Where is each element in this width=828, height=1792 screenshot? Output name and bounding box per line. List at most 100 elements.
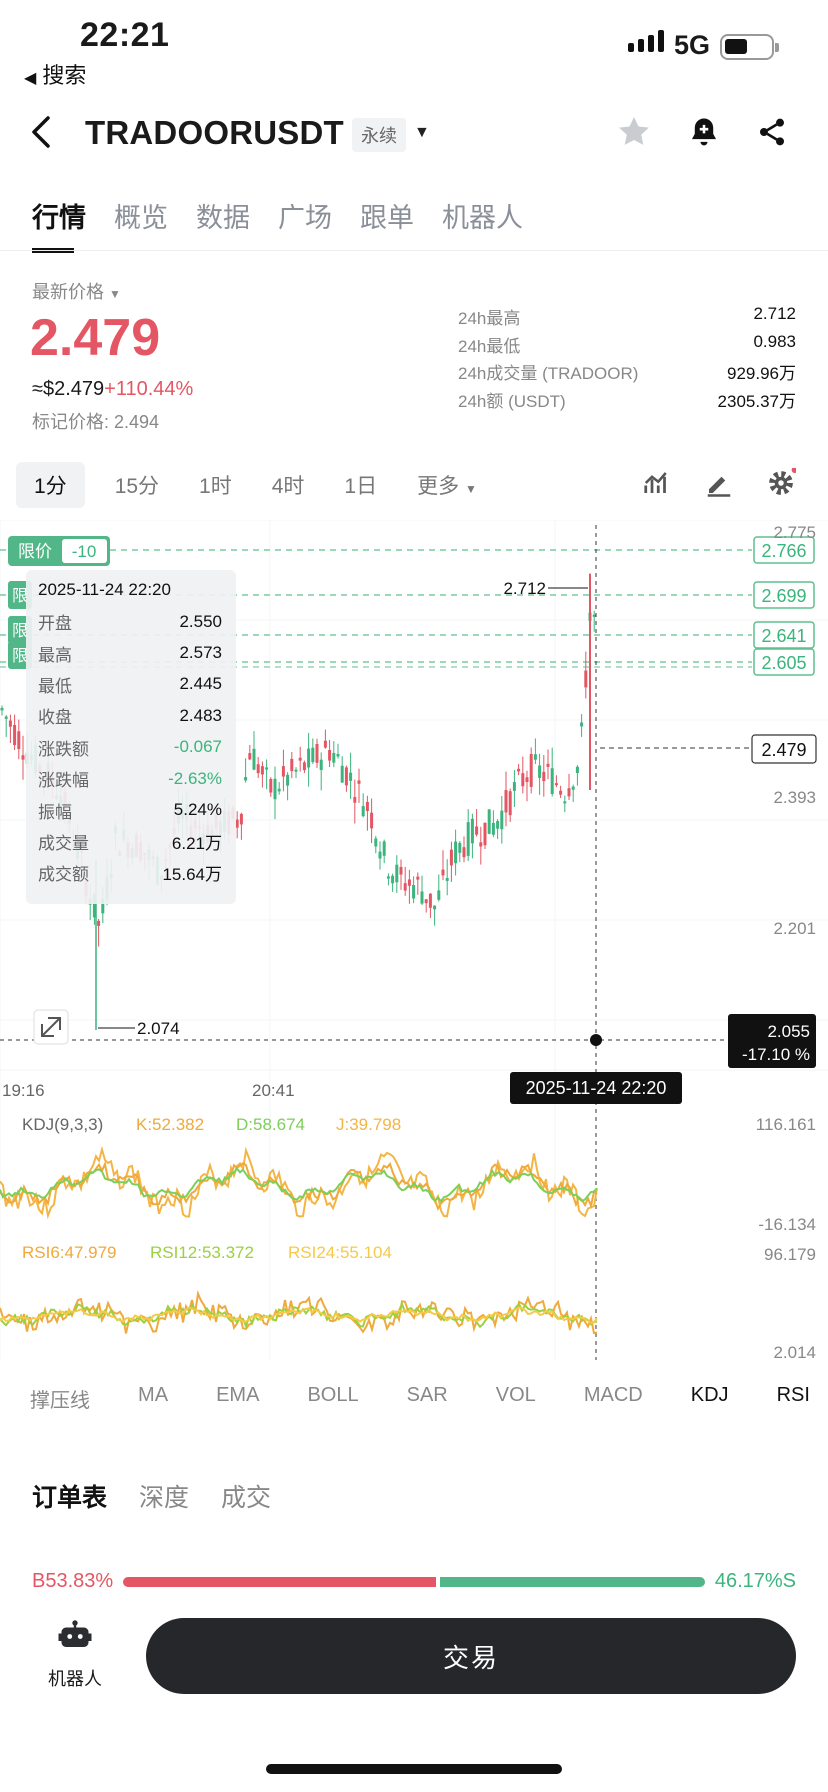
candle-body	[370, 812, 374, 829]
candle-body	[349, 772, 353, 781]
candle-body	[428, 893, 432, 908]
y-axis-label: 2.393	[773, 788, 816, 807]
candle-body	[21, 755, 25, 760]
main-tabs: 行情 概览 数据 广场 跟单 机器人	[32, 196, 523, 253]
tab-trades[interactable]: 成交	[221, 1484, 272, 1512]
current-price-text: 2.479	[761, 740, 806, 760]
candle-body	[307, 748, 311, 768]
indicator-ema[interactable]: EMA	[216, 1384, 260, 1406]
order-price-tag	[753, 581, 815, 609]
candle-body	[286, 774, 290, 786]
candle-body	[97, 920, 101, 926]
timeframe-15m[interactable]: 15分	[114, 475, 160, 498]
candle-body	[525, 777, 529, 783]
last-price-label[interactable]: 最新价格 ▼	[32, 282, 121, 302]
candle-body	[344, 767, 348, 786]
symbol-dropdown-icon[interactable]: ▼	[414, 124, 430, 141]
timeframe-1h[interactable]: 1时	[199, 475, 232, 498]
rsi-max: 96.179	[764, 1245, 816, 1264]
tab-copy-trade[interactable]: 跟单	[360, 203, 414, 233]
candle-body	[374, 838, 378, 847]
indicator-macd[interactable]: MACD	[583, 1384, 643, 1406]
candle-body	[542, 771, 546, 782]
star-icon[interactable]	[614, 112, 654, 152]
candle-body	[575, 766, 579, 774]
price-alert-bell-icon[interactable]	[684, 112, 724, 152]
info-row: 涨跌额 -0.067	[38, 732, 222, 763]
order-price-tag	[753, 648, 815, 676]
candle-body	[357, 780, 361, 784]
indicator-kdj[interactable]: KDJ	[690, 1384, 729, 1406]
symbol-title[interactable]: TRADOORUSDT	[85, 114, 344, 151]
rsi6-label: RSI6:47.979	[22, 1243, 117, 1262]
info-key: 开盘	[38, 614, 72, 634]
robot-button[interactable]: 机器人	[40, 1618, 110, 1691]
chart-settings-gear-icon[interactable]	[766, 466, 798, 498]
kdj-min: -16.134	[758, 1215, 816, 1234]
indicator-boll[interactable]: BOLL	[307, 1384, 359, 1406]
indicator-rsi[interactable]: RSI	[776, 1384, 810, 1406]
robot-label: 机器人	[48, 1669, 102, 1689]
candle-body	[328, 749, 332, 761]
ohlc-info-box: 2025-11-24 22:20 开盘 2.550 最高 2.573 最低 2.445 收盘…	[26, 570, 236, 904]
stat-low-row: 24h最低 0.983	[458, 332, 796, 360]
candle-body	[248, 753, 252, 760]
candle-body	[269, 778, 273, 793]
indicator-support-resistance[interactable]: 撑压线	[30, 1390, 90, 1412]
share-icon[interactable]	[752, 112, 792, 152]
candle-body	[462, 847, 466, 858]
candle-body	[500, 810, 504, 830]
timeframe-1d[interactable]: 1日	[344, 475, 378, 498]
candle-body	[294, 769, 298, 772]
crosshair-time: 2025-11-24 22:20	[526, 1078, 667, 1098]
candle-body	[449, 849, 453, 866]
status-time: 22:21	[80, 16, 170, 54]
draw-pencil-icon[interactable]	[704, 468, 734, 498]
tab-bot[interactable]: 机器人	[442, 203, 523, 233]
candle-body	[298, 757, 302, 761]
indicator-vol[interactable]: VOL	[495, 1384, 536, 1406]
timeframe-more[interactable]: 更多 ▼	[417, 475, 477, 498]
kdj-title: KDJ(9,3,3)	[22, 1115, 103, 1134]
candle-body	[546, 763, 550, 767]
back-chevron-icon[interactable]	[28, 114, 54, 160]
info-value: 2.483	[179, 705, 222, 725]
candle-body	[340, 765, 344, 783]
candle-body	[315, 743, 319, 763]
candle-body	[437, 890, 441, 900]
tab-data[interactable]: 数据	[196, 203, 250, 233]
crosshair-dot	[590, 1034, 602, 1046]
back-to-app-link[interactable]: ◀ 搜索	[24, 58, 86, 90]
indicator-sar[interactable]: SAR	[406, 1384, 448, 1406]
low-label: 2.074	[137, 1019, 180, 1038]
indicator-ma[interactable]: MA	[138, 1384, 169, 1406]
indicator-chart-icon[interactable]	[642, 468, 672, 498]
tab-overview[interactable]: 概览	[114, 203, 168, 233]
tab-square[interactable]: 广场	[278, 203, 332, 233]
candle-body	[4, 716, 8, 719]
candle-body	[361, 806, 365, 817]
info-value: 2.573	[179, 643, 222, 663]
stat-turnover-row: 24h额 (USDT) 2305.37万	[458, 387, 796, 415]
usd-price: ≈$2.479	[32, 378, 105, 400]
candle-body	[235, 819, 239, 828]
tab-order-book[interactable]: 订单表	[32, 1484, 108, 1512]
candle-body	[323, 740, 327, 748]
timeframe-1m[interactable]: 1分	[16, 462, 85, 508]
candle-body	[332, 752, 336, 763]
info-datetime: 2025-11-24 22:20	[38, 580, 171, 599]
info-row: 开盘 2.550	[38, 606, 222, 637]
order-price-tag	[753, 536, 815, 564]
candle-body	[365, 801, 369, 811]
stat-label: 24h成交量 (TRADOOR)	[458, 364, 639, 383]
info-value: 2.445	[179, 674, 222, 694]
tab-market[interactable]: 行情	[32, 196, 86, 253]
candle-body	[407, 879, 411, 886]
candle-body	[273, 778, 277, 800]
candle-body	[521, 773, 525, 787]
tab-depth[interactable]: 深度	[139, 1484, 190, 1512]
timeframe-4h[interactable]: 4时	[271, 475, 305, 498]
trade-button[interactable]: 交易	[146, 1618, 796, 1694]
candle-body	[483, 822, 487, 846]
